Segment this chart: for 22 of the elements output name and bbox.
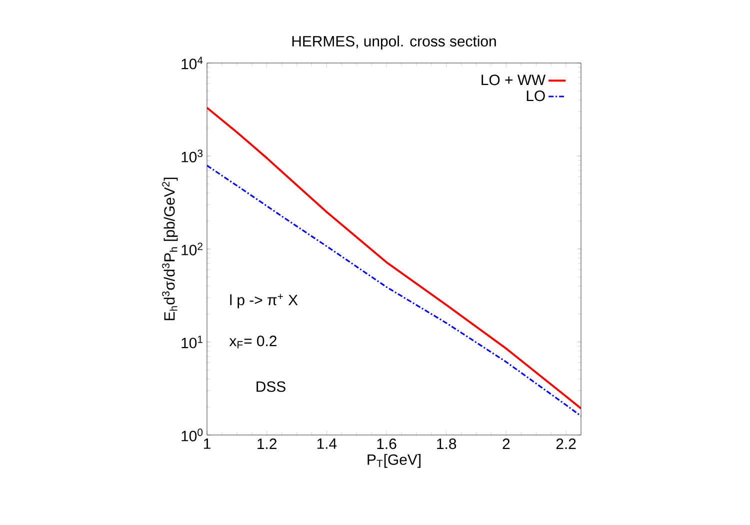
x-axis-title: P$_{T}$[GeV] [368,454,420,468]
x-tick-label: 1.8 [437,438,456,450]
y-tick-label: 10$^{2}$ [182,242,202,256]
line-series [207,106,582,410]
text: E$_{h}$d$^{3}$σ/d$^{3}$P$_{h}$ [pb/GeV$^{2}$] [162,178,178,320]
legend-label: LO [526,90,545,102]
x-tick-label: 1.4 [317,438,337,449]
x-tick-label: 2 [502,438,510,449]
y-tick-label: 10$^{3}$ [182,150,203,162]
x-tick-label: 2.2 [556,438,576,449]
chart-title: HERMES, unpol. cross section [292,36,496,50]
annotation: DSS [256,381,286,392]
y-tick-label: 10$^{4}$ [182,56,203,70]
x-tick-label: 1.2 [258,438,276,449]
x-tick-label: 1 [204,438,210,449]
y-tick-label: 10$^{0}$ [182,428,203,442]
annotation: x$_{F}$= 0.2 [229,336,276,348]
annotation: l p -> π$^{+}$ X [230,294,298,308]
line-series [207,164,582,417]
y-tick-label: 10$^{1}$ [182,336,202,348]
legend-label: LO + WW [482,74,546,86]
x-tick-label: 1.6 [377,438,396,450]
